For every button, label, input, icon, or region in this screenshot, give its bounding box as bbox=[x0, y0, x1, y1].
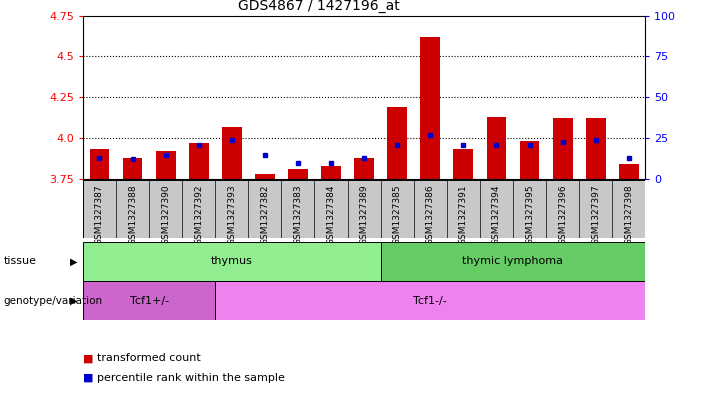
Bar bbox=[520, 141, 539, 179]
Bar bbox=[619, 164, 639, 179]
Text: GSM1327383: GSM1327383 bbox=[293, 184, 302, 245]
Bar bbox=[381, 242, 645, 281]
Bar bbox=[387, 107, 407, 179]
Bar bbox=[585, 118, 606, 179]
Text: GSM1327398: GSM1327398 bbox=[624, 184, 633, 245]
Bar bbox=[216, 281, 645, 320]
Text: transformed count: transformed count bbox=[97, 353, 201, 364]
Title: GDS4867 / 1427196_at: GDS4867 / 1427196_at bbox=[238, 0, 400, 13]
Text: ■: ■ bbox=[83, 373, 94, 383]
Bar bbox=[321, 166, 341, 179]
Text: GSM1327388: GSM1327388 bbox=[128, 184, 137, 245]
Text: GSM1327396: GSM1327396 bbox=[558, 184, 567, 245]
Bar bbox=[123, 158, 143, 179]
Text: thymus: thymus bbox=[211, 256, 253, 266]
Text: GSM1327391: GSM1327391 bbox=[459, 184, 468, 245]
Text: Tcf1+/-: Tcf1+/- bbox=[130, 296, 169, 306]
Bar bbox=[89, 149, 110, 179]
Bar bbox=[553, 118, 572, 179]
Bar bbox=[454, 149, 473, 179]
Text: Tcf1-/-: Tcf1-/- bbox=[413, 296, 447, 306]
Text: percentile rank within the sample: percentile rank within the sample bbox=[97, 373, 286, 383]
Text: ▶: ▶ bbox=[71, 256, 78, 266]
Text: GSM1327392: GSM1327392 bbox=[194, 184, 203, 245]
Text: thymic lymphoma: thymic lymphoma bbox=[462, 256, 564, 266]
Text: GSM1327384: GSM1327384 bbox=[327, 184, 335, 245]
Text: tissue: tissue bbox=[4, 256, 37, 266]
Text: GSM1327395: GSM1327395 bbox=[525, 184, 534, 245]
Text: ■: ■ bbox=[83, 353, 94, 364]
Text: GSM1327394: GSM1327394 bbox=[492, 184, 501, 245]
Text: GSM1327386: GSM1327386 bbox=[426, 184, 435, 245]
Text: GSM1327385: GSM1327385 bbox=[393, 184, 402, 245]
Bar bbox=[83, 242, 381, 281]
Bar bbox=[487, 117, 506, 179]
Text: ▶: ▶ bbox=[71, 296, 78, 306]
Bar bbox=[189, 143, 208, 179]
Text: GSM1327390: GSM1327390 bbox=[161, 184, 170, 245]
Bar bbox=[354, 158, 374, 179]
Bar bbox=[222, 127, 242, 179]
Text: GSM1327382: GSM1327382 bbox=[260, 184, 270, 245]
Text: genotype/variation: genotype/variation bbox=[4, 296, 102, 306]
Text: GSM1327393: GSM1327393 bbox=[227, 184, 236, 245]
Bar bbox=[83, 281, 216, 320]
Bar bbox=[420, 37, 441, 179]
Bar bbox=[288, 169, 308, 179]
Text: GSM1327387: GSM1327387 bbox=[95, 184, 104, 245]
Bar bbox=[156, 151, 175, 179]
Text: GSM1327397: GSM1327397 bbox=[591, 184, 600, 245]
Text: GSM1327389: GSM1327389 bbox=[360, 184, 368, 245]
Bar bbox=[255, 174, 275, 179]
